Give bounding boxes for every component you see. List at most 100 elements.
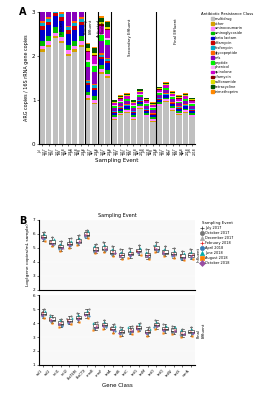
Bar <box>76 316 81 319</box>
Bar <box>105 40 110 45</box>
Bar <box>92 100 97 103</box>
Bar <box>59 17 64 21</box>
Bar <box>59 21 64 32</box>
Bar <box>98 26 104 34</box>
Bar <box>59 12 64 14</box>
Bar <box>98 22 104 24</box>
Bar <box>163 94 169 95</box>
Bar <box>131 113 136 115</box>
Bar <box>105 63 110 70</box>
Bar <box>145 253 150 257</box>
Bar <box>66 34 71 45</box>
Bar <box>163 85 169 87</box>
Bar <box>53 32 58 36</box>
Bar <box>137 94 143 95</box>
Bar <box>137 97 143 100</box>
Bar <box>85 100 90 144</box>
Bar <box>131 119 136 144</box>
Bar <box>137 89 143 91</box>
Bar <box>66 56 71 144</box>
Bar <box>85 52 90 60</box>
Bar <box>105 29 110 30</box>
Bar <box>183 96 188 99</box>
Bar <box>98 65 104 69</box>
Bar <box>176 115 182 144</box>
Bar <box>163 95 169 98</box>
Bar <box>40 41 45 46</box>
Bar <box>72 26 78 30</box>
Bar <box>189 111 195 113</box>
Bar <box>183 105 188 107</box>
Bar <box>170 93 175 94</box>
Bar <box>176 114 182 115</box>
Bar <box>111 119 117 144</box>
Bar <box>150 108 156 110</box>
Y-axis label: Log(gene copies/mL sample): Log(gene copies/mL sample) <box>26 223 30 286</box>
Bar <box>53 10 58 13</box>
Bar <box>40 30 45 41</box>
Bar <box>154 246 159 249</box>
Bar <box>66 0 71 1</box>
Bar <box>92 96 97 100</box>
Bar <box>66 26 71 27</box>
Bar <box>46 17 51 18</box>
Bar <box>67 242 72 245</box>
Text: A: A <box>19 7 26 17</box>
Bar <box>41 235 46 239</box>
Bar <box>157 107 162 144</box>
Bar <box>163 87 169 89</box>
Bar <box>157 95 162 98</box>
Bar <box>105 76 110 78</box>
Bar <box>144 113 149 115</box>
Bar <box>105 21 110 22</box>
Bar <box>163 89 169 90</box>
Bar <box>92 104 97 144</box>
Bar <box>84 232 89 236</box>
Bar <box>76 239 81 243</box>
Bar <box>49 317 55 321</box>
Bar <box>72 23 78 26</box>
Bar <box>40 0 45 4</box>
Bar <box>105 26 110 29</box>
Bar <box>92 103 97 104</box>
Bar <box>59 43 64 144</box>
Bar <box>105 22 110 26</box>
Bar <box>72 46 78 49</box>
Bar <box>40 52 45 144</box>
Bar <box>189 98 195 99</box>
Bar <box>170 96 175 97</box>
Bar <box>46 45 51 47</box>
Bar <box>180 255 185 258</box>
Bar <box>170 102 175 103</box>
Bar <box>79 0 84 17</box>
Bar <box>118 98 123 99</box>
Bar <box>150 105 156 107</box>
Bar <box>183 112 188 113</box>
Bar <box>144 104 149 105</box>
Bar <box>124 99 129 101</box>
Bar <box>163 102 169 144</box>
Bar <box>40 46 45 49</box>
Bar <box>157 98 162 99</box>
Bar <box>189 100 195 101</box>
Bar <box>85 60 90 62</box>
Bar <box>144 101 149 103</box>
Bar <box>145 330 150 333</box>
Bar <box>131 108 136 111</box>
Bar <box>66 9 71 26</box>
Bar <box>131 101 136 103</box>
Bar <box>92 47 97 49</box>
Bar <box>150 104 156 105</box>
Bar <box>53 0 58 8</box>
Bar <box>176 101 182 103</box>
Bar <box>157 90 162 92</box>
Bar <box>124 104 129 105</box>
Bar <box>137 104 143 106</box>
Bar <box>66 30 71 34</box>
Bar <box>85 91 90 95</box>
Bar <box>189 99 195 100</box>
Bar <box>131 106 136 108</box>
Bar <box>157 100 162 102</box>
Text: Activated
Sludge: Activated Sludge <box>97 18 105 37</box>
Bar <box>111 117 117 119</box>
